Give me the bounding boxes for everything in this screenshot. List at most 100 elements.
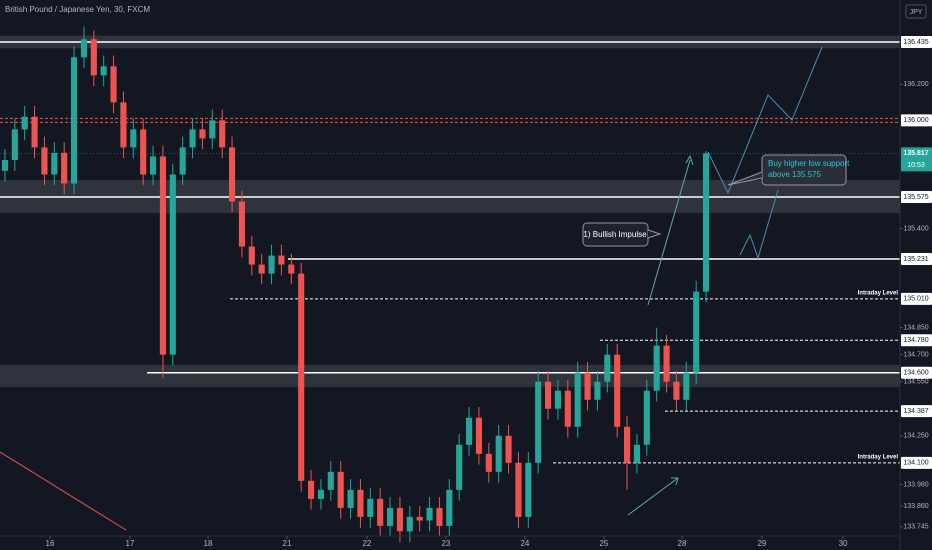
candle-body bbox=[515, 462, 522, 517]
candle-body bbox=[693, 291, 700, 373]
candle-body bbox=[219, 120, 226, 148]
level-label: 135.010 bbox=[903, 296, 928, 303]
candle-body bbox=[11, 129, 18, 161]
y-tick-label: 136.200 bbox=[903, 81, 928, 88]
candle-body bbox=[317, 489, 324, 499]
candle-body bbox=[436, 507, 443, 526]
zone bbox=[0, 364, 900, 387]
candle-body bbox=[396, 507, 403, 532]
candle-body bbox=[307, 480, 315, 499]
projection bbox=[707, 46, 823, 195]
candle-body bbox=[604, 354, 611, 382]
candle-body bbox=[179, 147, 186, 175]
arrow bbox=[627, 477, 679, 516]
candle-body bbox=[61, 152, 68, 184]
level-label: 134.387 bbox=[903, 408, 928, 415]
level-note: Intraday Level bbox=[858, 454, 899, 460]
candle-body bbox=[288, 264, 295, 274]
candle-body bbox=[189, 129, 196, 148]
annotation: above 135.575 bbox=[768, 170, 821, 179]
candle-body bbox=[554, 390, 561, 409]
x-tick-label: 24 bbox=[520, 539, 529, 548]
candle-body bbox=[228, 147, 236, 202]
candle-body bbox=[238, 201, 245, 247]
candle-body bbox=[663, 345, 670, 382]
candle-body bbox=[130, 129, 137, 148]
level-note: Intraday Level bbox=[858, 290, 899, 296]
candle-body bbox=[357, 489, 364, 517]
candle-body bbox=[120, 102, 127, 148]
candle-body bbox=[702, 153, 710, 292]
candle-body bbox=[683, 372, 690, 400]
candle-body bbox=[386, 507, 394, 526]
annotation-box bbox=[761, 154, 847, 186]
candle-body bbox=[446, 489, 453, 526]
candle-body bbox=[337, 471, 344, 508]
level-label-box bbox=[901, 252, 932, 265]
candle-body bbox=[298, 273, 305, 481]
level-label: 135.231 bbox=[903, 256, 928, 263]
levels: Intraday Level Intraday Level bbox=[0, 41, 900, 464]
currency[interactable]: JPY bbox=[910, 9, 923, 16]
candle-body bbox=[525, 462, 532, 517]
level-label-box bbox=[901, 292, 932, 305]
axis-labels: 136.200 135.400 134.850 134.700 134.550 134.2… bbox=[46, 35, 932, 548]
level-label-box bbox=[901, 35, 932, 48]
annotation-pointer bbox=[647, 229, 662, 239]
x-tick-label: 16 bbox=[46, 539, 55, 548]
candle-body bbox=[406, 516, 413, 532]
level-label-box bbox=[901, 114, 932, 127]
y-tick-label: 133.860 bbox=[903, 503, 928, 510]
level-label: 134.100 bbox=[903, 460, 928, 467]
trend-line bbox=[0, 451, 127, 531]
level-label-box bbox=[901, 366, 932, 379]
level-label: 136.435 bbox=[903, 39, 928, 46]
candle-body bbox=[643, 390, 650, 445]
x-tick-label: 28 bbox=[678, 539, 687, 548]
candle-body bbox=[110, 66, 117, 103]
y-tick-label: 134.550 bbox=[903, 379, 928, 386]
level-label: 134.780 bbox=[903, 337, 928, 344]
candle-body bbox=[80, 39, 87, 58]
candle-body bbox=[71, 57, 78, 184]
annotation: Buy higher low support bbox=[768, 159, 850, 168]
last-price-box bbox=[901, 147, 932, 172]
candle-body bbox=[505, 435, 512, 463]
candle-body bbox=[594, 381, 601, 400]
annotation: 1) Bullish Impulse bbox=[583, 230, 647, 239]
candle-body bbox=[495, 435, 502, 472]
candle-body bbox=[574, 372, 581, 427]
candle-body bbox=[673, 381, 680, 400]
level-label: 134.600 bbox=[903, 370, 928, 377]
currency-box[interactable] bbox=[905, 4, 927, 19]
candle-body bbox=[248, 246, 255, 265]
x-tick-label: 29 bbox=[757, 539, 766, 548]
level-label-box bbox=[901, 456, 932, 469]
y-tick-label: 134.850 bbox=[903, 324, 928, 331]
level-label-box bbox=[901, 190, 932, 203]
candle-body bbox=[564, 390, 571, 427]
candle-body bbox=[456, 444, 463, 490]
candle-body bbox=[653, 345, 660, 391]
candle-body bbox=[544, 381, 552, 409]
candle-body bbox=[100, 66, 107, 76]
projection-alt bbox=[739, 189, 779, 260]
candles bbox=[1, 26, 710, 543]
candle-body bbox=[485, 453, 492, 472]
candle-body bbox=[169, 174, 176, 355]
x-tick-label: 18 bbox=[204, 539, 213, 548]
countdown: 10:53 bbox=[907, 162, 925, 169]
candle-body bbox=[584, 372, 591, 400]
level-label-box bbox=[901, 334, 932, 347]
level-label-box bbox=[901, 405, 932, 418]
candle-body bbox=[614, 354, 621, 427]
candle-body bbox=[258, 264, 265, 274]
x-tick-label: 21 bbox=[283, 539, 292, 548]
chart-title: British Pound / Japanese Yen, 30, FXCM bbox=[5, 5, 150, 14]
candle-body bbox=[21, 116, 28, 130]
candle-body bbox=[209, 120, 216, 139]
candle-body bbox=[377, 498, 384, 526]
candle-body bbox=[268, 255, 275, 274]
